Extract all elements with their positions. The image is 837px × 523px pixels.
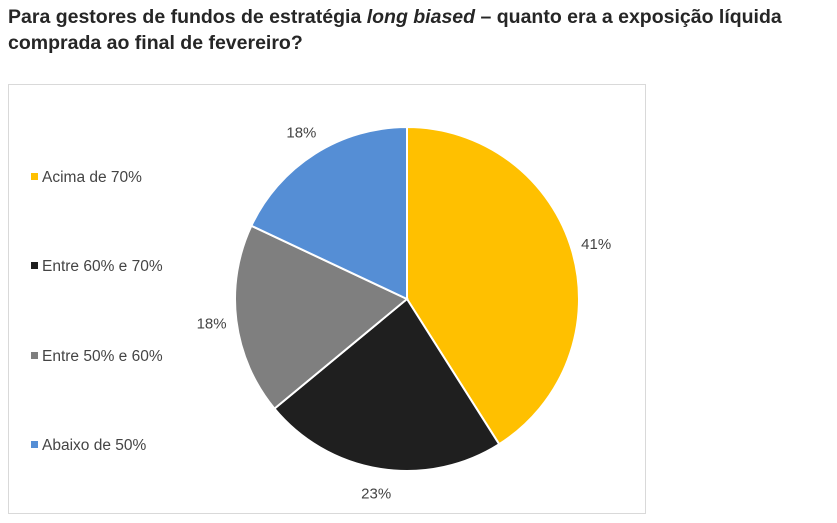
legend-item-entre-50-60: Entre 50% e 60% (31, 348, 163, 366)
data-label-entre-60-70: 23% (361, 486, 391, 503)
pie-slice-abaixo-50 (250, 125, 408, 301)
chart-title: Para gestores de fundos de estratégia lo… (8, 6, 782, 54)
legend-item-acima-70: Acima de 70% (31, 169, 142, 187)
legend-swatch (31, 173, 38, 180)
legend-item-entre-60-70: Entre 60% e 70% (31, 258, 163, 276)
pie-chart: 41% 23% 18% 18% (197, 125, 612, 503)
legend-swatch (31, 441, 38, 448)
pie-slice-entre-60-70 (273, 297, 501, 472)
pie-slice-entre-50-60 (234, 224, 409, 411)
legend-swatch (31, 352, 38, 359)
legend-item-abaixo-50: Abaixo de 50% (31, 437, 146, 455)
chart-area: Acima de 70% Entre 60% e 70% Entre 50% e… (8, 84, 646, 514)
data-label-abaixo-50: 18% (286, 125, 316, 142)
legend-swatch (31, 262, 38, 269)
data-label-acima-70: 41% (581, 236, 611, 253)
data-label-entre-50-60: 18% (197, 316, 227, 333)
